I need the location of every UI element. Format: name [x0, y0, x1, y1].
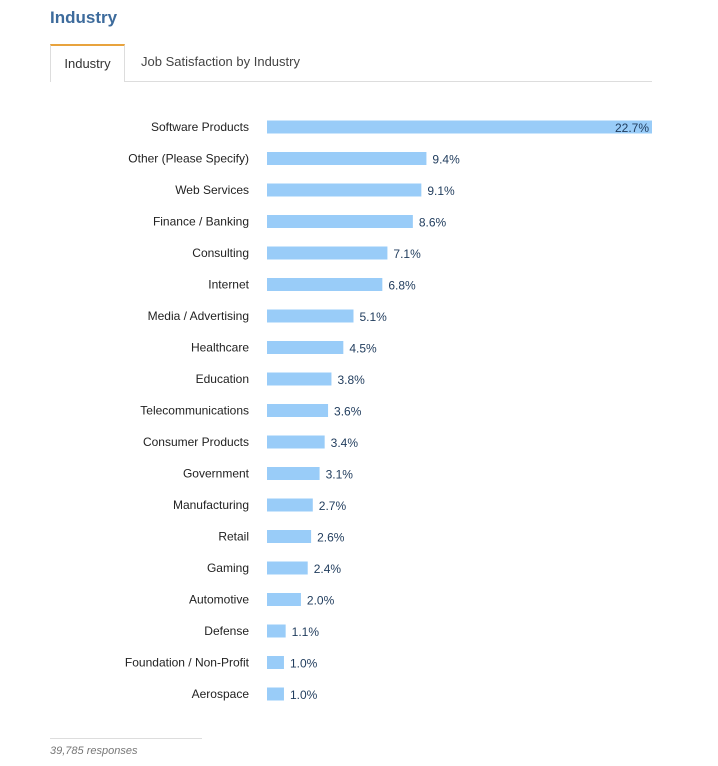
- value-label: 1.0%: [290, 688, 318, 702]
- value-label: 9.4%: [432, 153, 460, 167]
- tab-job-satisfaction-by-industry[interactable]: Job Satisfaction by Industry: [141, 54, 300, 69]
- category-label: Web Services: [175, 183, 249, 197]
- category-label: Media / Advertising: [148, 309, 249, 323]
- category-label: Defense: [204, 624, 249, 638]
- bar: [267, 530, 312, 543]
- value-label: 1.0%: [290, 657, 318, 671]
- bar: [267, 372, 332, 386]
- bar: [267, 246, 388, 260]
- value-label: 8.6%: [419, 216, 447, 230]
- category-label: Healthcare: [191, 341, 249, 355]
- value-label: 1.1%: [292, 625, 320, 639]
- bar: [267, 561, 308, 575]
- category-label: Software Products: [151, 120, 249, 134]
- value-label: 2.0%: [307, 594, 335, 608]
- value-label: 3.8%: [337, 373, 365, 387]
- category-label: Internet: [208, 278, 249, 292]
- bar: [267, 278, 383, 291]
- bar: [267, 183, 422, 197]
- category-label: Other (Please Specify): [128, 152, 249, 166]
- tab-bar: Industry Job Satisfaction by Industry: [50, 44, 652, 82]
- response-count: 39,785 responses: [50, 745, 138, 757]
- value-label: 7.1%: [393, 247, 421, 261]
- value-label: 2.6%: [317, 531, 345, 545]
- category-label: Education: [196, 372, 249, 386]
- category-label: Consulting: [192, 246, 249, 260]
- category-label: Finance / Banking: [153, 215, 249, 229]
- category-label: Foundation / Non-Profit: [125, 656, 250, 670]
- category-label: Gaming: [207, 561, 249, 575]
- bar: [267, 404, 329, 417]
- value-label: 3.6%: [334, 405, 362, 419]
- category-label: Aerospace: [192, 687, 250, 701]
- footer-divider: [50, 738, 202, 739]
- value-label: 4.5%: [349, 342, 377, 356]
- bar: [267, 656, 284, 669]
- value-label: 6.8%: [388, 279, 416, 293]
- bar: [267, 341, 344, 354]
- bar: [267, 215, 413, 228]
- tab-industry[interactable]: Industry: [50, 44, 125, 82]
- value-label: 2.7%: [319, 499, 347, 513]
- bar: [267, 687, 284, 701]
- bar: [267, 435, 325, 449]
- value-label: 2.4%: [314, 562, 342, 576]
- category-label: Government: [183, 467, 250, 481]
- bar: [267, 624, 286, 638]
- category-label: Consumer Products: [143, 435, 249, 449]
- category-label: Telecommunications: [140, 404, 249, 418]
- category-label: Manufacturing: [173, 498, 249, 512]
- category-label: Automotive: [189, 593, 249, 607]
- value-label: 9.1%: [427, 184, 455, 198]
- bar: [267, 593, 301, 606]
- value-label: 3.4%: [331, 436, 359, 450]
- category-label: Retail: [218, 530, 249, 544]
- bar: [267, 467, 320, 480]
- bar: [267, 120, 652, 134]
- bar: [267, 309, 354, 323]
- value-label: 3.1%: [326, 468, 354, 482]
- value-label: 5.1%: [359, 310, 387, 324]
- bar: [267, 152, 427, 165]
- value-label: 22.7%: [615, 121, 649, 135]
- page-title: Industry: [50, 8, 118, 27]
- bar: [267, 498, 313, 512]
- industry-bar-chart: Software Products 22.7% Other (Please Spec…: [125, 120, 652, 702]
